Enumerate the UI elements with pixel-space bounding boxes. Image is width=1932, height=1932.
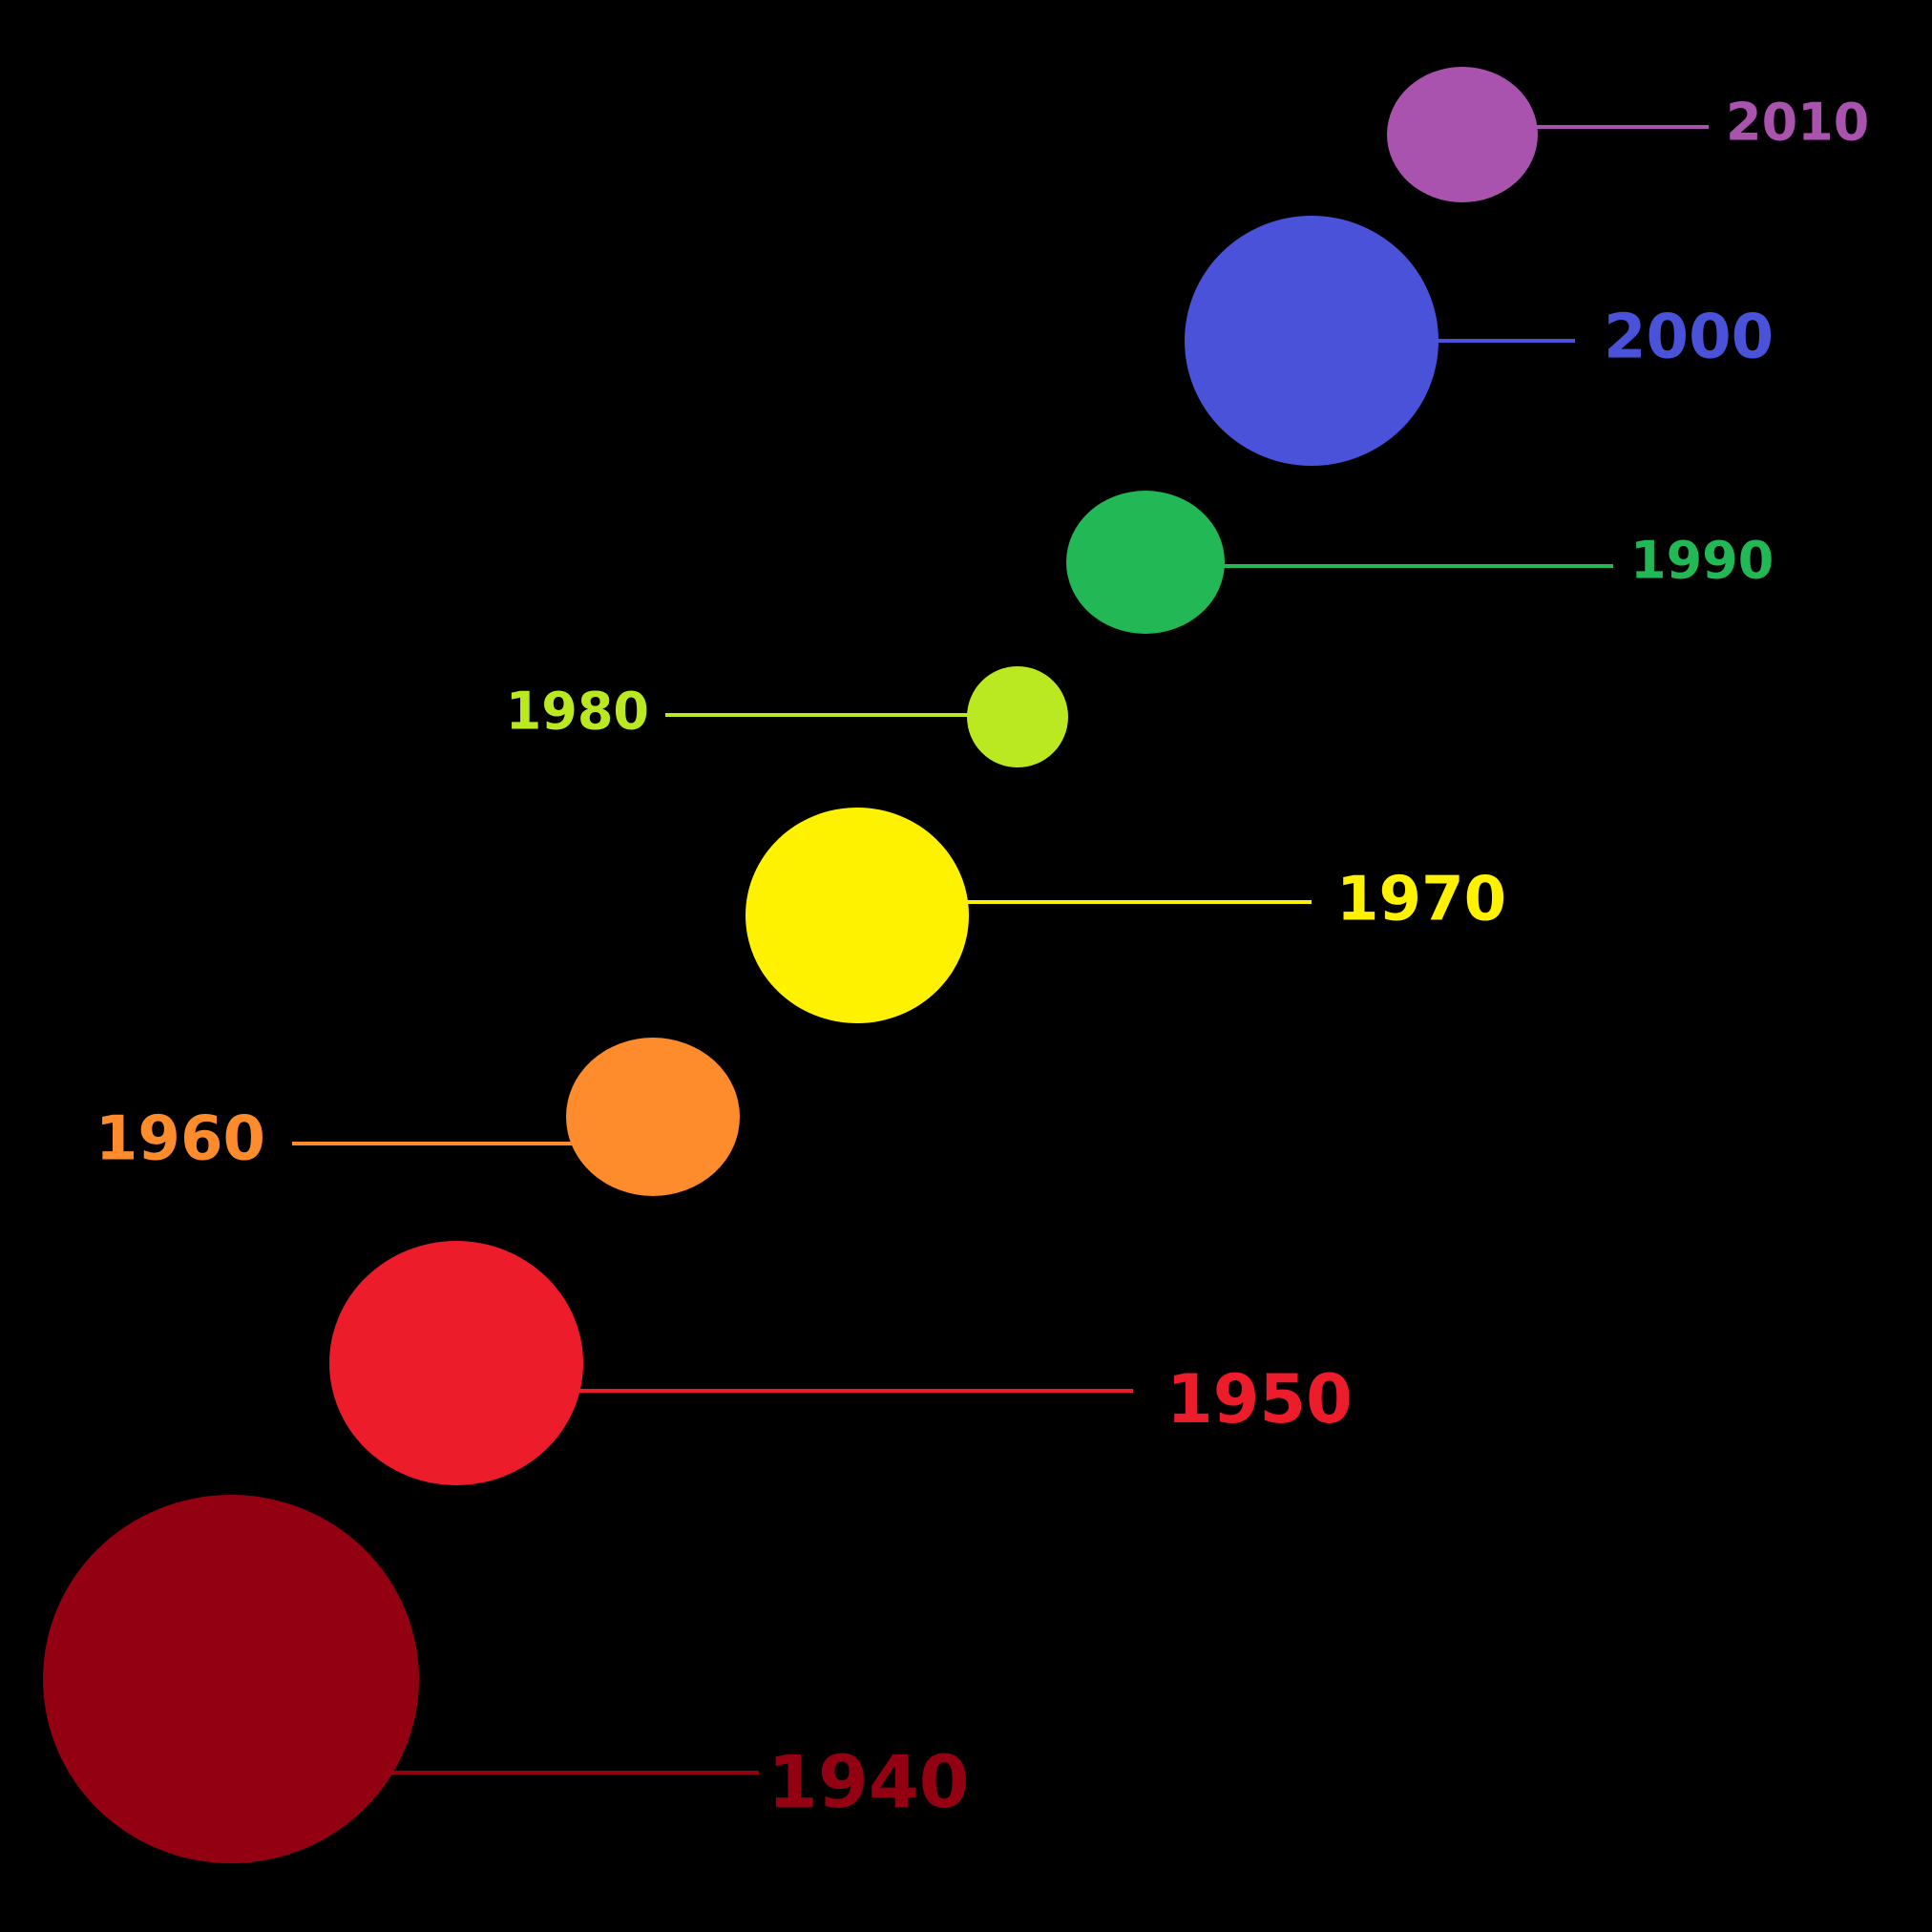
label-1980: 1980 bbox=[506, 682, 649, 742]
circle-1940 bbox=[43, 1495, 419, 1863]
label-1940: 1940 bbox=[767, 1739, 970, 1824]
circle-1950 bbox=[329, 1241, 583, 1485]
label-1960: 1960 bbox=[95, 1104, 265, 1175]
label-1970: 1970 bbox=[1336, 865, 1506, 935]
label-2000: 2000 bbox=[1604, 303, 1774, 373]
decade-2000: 2000 bbox=[1185, 216, 1774, 466]
label-2010: 2010 bbox=[1726, 93, 1869, 153]
decade-1970: 1970 bbox=[746, 808, 1506, 1023]
decade-1940: 1940 bbox=[43, 1495, 970, 1863]
circle-1990 bbox=[1066, 491, 1225, 634]
label-1950: 1950 bbox=[1166, 1360, 1353, 1438]
circle-1970 bbox=[746, 808, 969, 1023]
decade-1990: 1990 bbox=[1066, 491, 1774, 634]
decade-1980: 1980 bbox=[506, 666, 1068, 767]
label-1990: 1990 bbox=[1630, 531, 1774, 591]
circle-2010 bbox=[1387, 67, 1538, 202]
circle-1980 bbox=[967, 666, 1068, 767]
circle-1960 bbox=[566, 1038, 740, 1196]
circle-2000 bbox=[1185, 216, 1438, 466]
decade-1950: 1950 bbox=[329, 1241, 1353, 1485]
decade-1960: 1960 bbox=[95, 1038, 740, 1196]
decade-2010: 2010 bbox=[1387, 67, 1869, 202]
